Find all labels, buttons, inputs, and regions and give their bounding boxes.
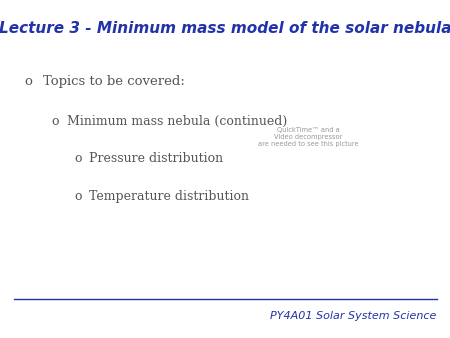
Text: PY4A01 Solar System Science: PY4A01 Solar System Science: [270, 311, 436, 321]
Text: QuickTime™ and a
Video decompressor
are needed to see this picture: QuickTime™ and a Video decompressor are …: [258, 127, 359, 147]
Text: o: o: [25, 75, 32, 88]
Text: Lecture 3 - Minimum mass model of the solar nebula: Lecture 3 - Minimum mass model of the so…: [0, 21, 450, 36]
Text: Topics to be covered:: Topics to be covered:: [43, 75, 184, 88]
Text: o: o: [74, 152, 82, 165]
Text: o: o: [74, 190, 82, 202]
Text: Minimum mass nebula (continued): Minimum mass nebula (continued): [67, 115, 287, 128]
Text: o: o: [52, 115, 59, 128]
Text: Pressure distribution: Pressure distribution: [89, 152, 223, 165]
Text: Temperature distribution: Temperature distribution: [89, 190, 249, 202]
